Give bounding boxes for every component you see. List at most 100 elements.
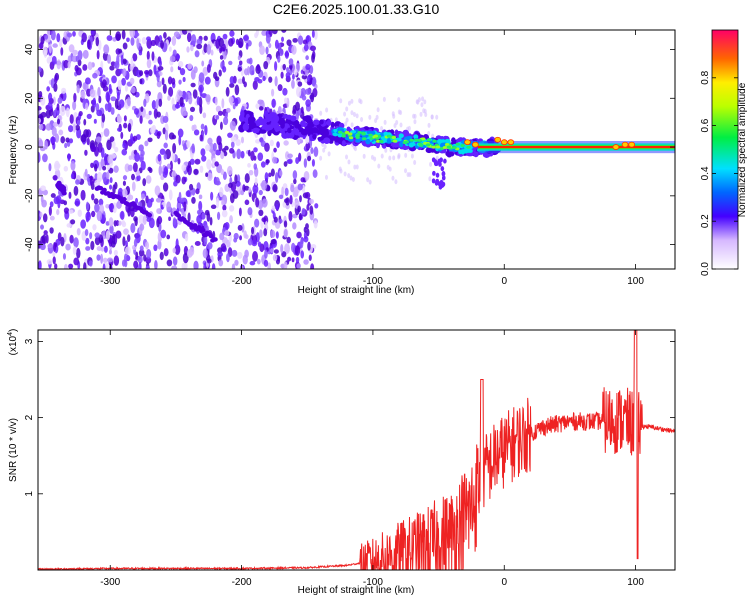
noise-speckle	[130, 37, 135, 46]
noise-speckle	[50, 136, 56, 144]
noise-speckle	[124, 246, 131, 255]
spectrogram-x-tick-label: -100	[363, 276, 383, 287]
noise-speckle	[210, 204, 217, 210]
noise-speckle	[261, 217, 267, 223]
noise-speckle	[109, 65, 115, 71]
noise-speckle	[264, 249, 268, 259]
noise-speckle	[274, 61, 278, 72]
noise-speckle	[85, 246, 91, 251]
noise-speckle	[265, 46, 269, 55]
noise-speckle	[68, 263, 74, 269]
noise-speckle	[295, 157, 300, 164]
noise-speckle	[67, 153, 71, 162]
noise-speckle	[198, 72, 205, 83]
noise-speckle	[157, 216, 163, 225]
faint-speckle	[343, 171, 347, 177]
noise-speckle	[182, 76, 186, 82]
noise-speckle	[46, 86, 51, 92]
noise-speckle	[48, 92, 53, 102]
ridge-blob	[323, 137, 331, 145]
noise-speckle	[274, 172, 279, 183]
faint-speckle	[383, 119, 387, 125]
noise-speckle	[129, 77, 135, 85]
noise-speckle	[61, 87, 67, 94]
ridge-blob	[258, 129, 267, 134]
noise-speckle	[192, 89, 198, 99]
noise-speckle	[229, 83, 235, 88]
noise-speckle	[162, 115, 169, 123]
faint-speckle	[362, 153, 366, 159]
noise-speckle	[252, 251, 258, 262]
noise-speckle	[110, 107, 115, 115]
faint-speckle	[347, 100, 351, 106]
faint-speckle	[382, 96, 386, 102]
noise-speckle	[223, 116, 229, 126]
faint-speckle	[421, 96, 425, 102]
noise-speckle	[95, 102, 100, 112]
noise-speckle	[60, 236, 65, 247]
noise-speckle	[154, 185, 161, 196]
noise-speckle	[272, 156, 278, 164]
noise-speckle	[201, 155, 207, 162]
spectrogram-y-tick-label: -20	[24, 188, 35, 203]
noise-speckle	[215, 197, 220, 209]
ridge-peak-blob	[460, 144, 465, 148]
noise-speckle	[86, 39, 91, 50]
ridge-peak-blob	[409, 138, 414, 142]
noise-speckle	[270, 239, 277, 245]
noise-speckle	[132, 162, 138, 173]
ridge-peak-blob	[444, 143, 450, 147]
noise-speckle	[294, 68, 298, 76]
noise-speckle	[90, 240, 95, 251]
noise-speckle	[186, 30, 193, 33]
faint-speckle	[397, 97, 401, 103]
noise-speckle	[303, 158, 308, 168]
faint-speckle	[351, 177, 355, 183]
ridge-peak-blob	[455, 142, 460, 146]
noise-speckle	[106, 164, 111, 171]
faint-speckle	[345, 106, 349, 112]
noise-speckle	[293, 186, 299, 197]
noise-speckle	[63, 165, 69, 172]
noise-speckle	[162, 127, 166, 135]
noise-speckle	[68, 125, 74, 133]
ridge-peak-blob	[355, 135, 360, 139]
noise-speckle	[145, 175, 152, 184]
noise-speckle	[163, 153, 168, 160]
faint-speckle	[350, 122, 354, 128]
noise-speckle	[278, 218, 283, 224]
colorbar-tick-label: 0.8	[700, 70, 711, 84]
faint-speckle	[345, 154, 349, 160]
noise-speckle	[226, 253, 230, 263]
faint-speckle	[355, 113, 359, 119]
noise-speckle	[132, 135, 138, 142]
noise-speckle	[85, 201, 90, 211]
noise-speckle	[203, 234, 208, 246]
noise-speckle	[167, 76, 173, 85]
colorbar: 0.0 0.2 0.4 0.6 0.8 Normalized spectral ampl…	[700, 29, 748, 276]
noise-speckle	[211, 263, 216, 269]
noise-speckle	[228, 60, 233, 66]
faint-speckle	[423, 99, 427, 105]
noise-speckle	[285, 197, 290, 206]
noise-speckle	[218, 259, 224, 267]
noise-speckle	[120, 131, 124, 140]
noise-speckle	[48, 43, 52, 54]
noise-speckle	[257, 79, 263, 84]
ridge-peak-blob	[452, 146, 457, 150]
ridge-core-blob	[409, 142, 416, 147]
faint-speckle	[345, 117, 349, 123]
noise-speckle	[278, 194, 284, 200]
faint-speckle	[413, 113, 417, 119]
noise-speckle	[258, 106, 264, 111]
ridge-blob	[256, 118, 264, 125]
noise-speckle	[284, 97, 288, 104]
noise-speckle	[162, 83, 167, 94]
spectrogram-x-tick-label: 100	[627, 276, 644, 287]
noise-speckle	[131, 173, 136, 181]
noise-speckle	[271, 88, 275, 97]
noise-speckle	[305, 63, 311, 70]
noise-speckle	[145, 113, 151, 120]
noise-speckle	[122, 142, 127, 149]
noise-speckle	[192, 124, 197, 131]
